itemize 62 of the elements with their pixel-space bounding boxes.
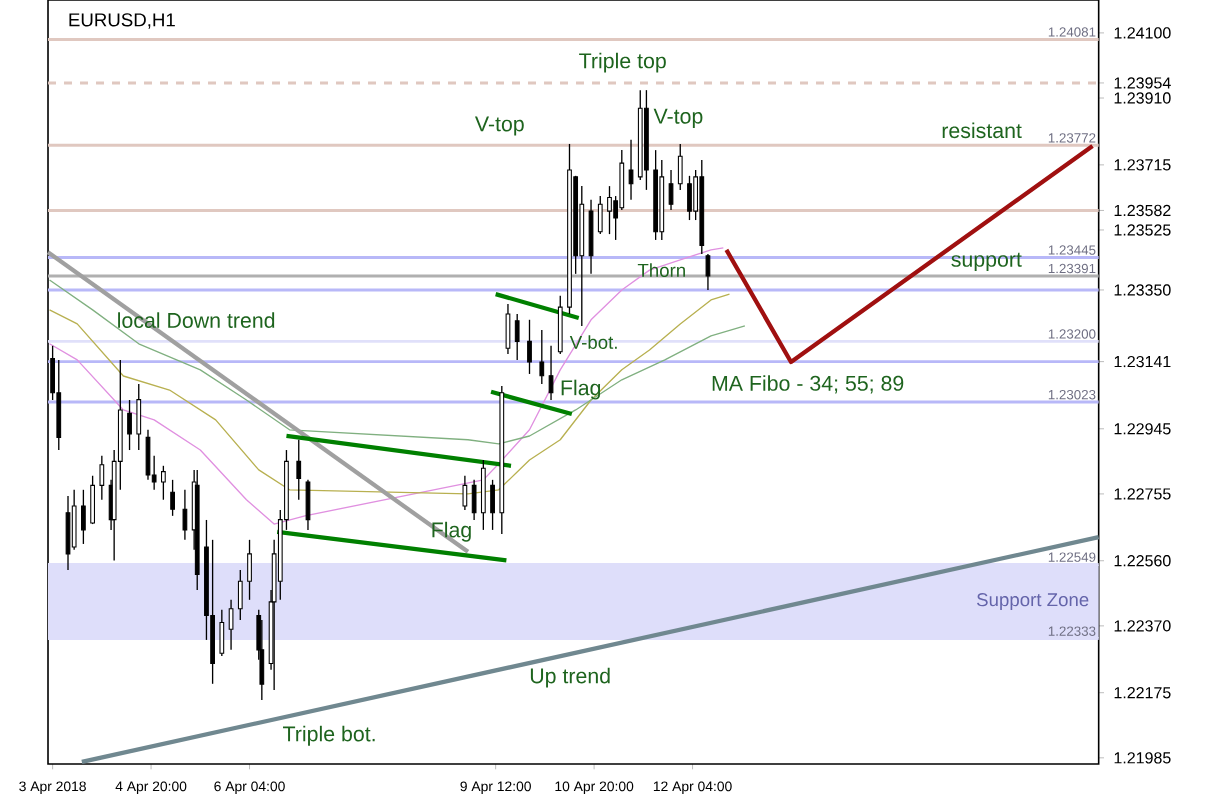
y-tick-label: 1.23350 <box>1114 284 1171 296</box>
y-tick-label: 1.21985 <box>1114 752 1171 764</box>
y-tick-label: 1.23910 <box>1114 92 1171 104</box>
line-series <box>48 279 746 445</box>
candlestick <box>628 139 634 201</box>
candlestick <box>505 303 511 355</box>
y-tick-label: 1.22175 <box>1114 687 1171 699</box>
candlestick <box>462 475 468 511</box>
candlestick <box>514 313 520 361</box>
annotation: V-top <box>474 116 524 136</box>
candlestick <box>668 169 674 211</box>
candlestick <box>228 599 234 651</box>
candlestick <box>81 489 86 545</box>
candlestick <box>90 475 95 525</box>
candlestick <box>705 253 711 291</box>
candlestick <box>219 609 225 657</box>
y-tick-label: 1.22560 <box>1114 555 1171 567</box>
annotation: Up trend <box>530 667 610 688</box>
candlestick <box>127 399 132 451</box>
y-tick-label: 1.23141 <box>1114 355 1171 368</box>
annotation: resistant <box>942 122 1022 139</box>
annotation: Flag <box>432 521 471 542</box>
annotation: Triple top <box>579 52 666 73</box>
y-tick-label: 1.23715 <box>1114 159 1171 171</box>
annotation: Triple bot. <box>283 725 375 746</box>
candlestick <box>539 329 545 385</box>
y-tick-label: 1.22755 <box>1114 488 1171 500</box>
candlestick <box>548 345 554 401</box>
y-tick-label: 1.23525 <box>1114 224 1171 236</box>
candlestick <box>305 479 311 531</box>
candlestick <box>247 539 252 601</box>
candlestick <box>480 459 486 531</box>
candlestick <box>527 319 532 375</box>
candlestick <box>170 479 175 517</box>
candlestick <box>99 455 105 501</box>
candlestick <box>677 143 683 191</box>
candlestick <box>588 199 594 275</box>
candlestick <box>490 479 495 531</box>
y-tick-label: 1.22370 <box>1114 620 1171 632</box>
candlestick <box>160 465 166 501</box>
candlestick <box>597 195 603 235</box>
candlestick <box>237 569 243 621</box>
annotation: V-top <box>653 108 703 128</box>
band-label: Support Zone <box>976 593 1089 611</box>
candlestick <box>687 175 692 221</box>
candlestick <box>296 439 302 501</box>
annotation: local Down trend <box>118 312 275 328</box>
y-tick-label: 1.23954 <box>1114 77 1171 89</box>
candlestick <box>471 479 477 521</box>
candlestick <box>607 185 612 235</box>
annotation: support <box>951 252 1022 272</box>
y-tick-label: 1.23582 <box>1114 204 1171 217</box>
y-tick-label: 1.24100 <box>1114 27 1171 39</box>
annotation: MA Fibo - 34; 55; 89 <box>712 375 904 394</box>
y-tick-label: 1.22945 <box>1114 423 1171 435</box>
annotation: Thorn <box>637 263 685 277</box>
candlestick <box>182 489 188 541</box>
candlestick <box>136 383 142 451</box>
annotation: V-bot. <box>569 335 617 349</box>
annotation: Flag <box>561 379 601 400</box>
candlestick <box>557 295 563 355</box>
text: EURUSD,H1 <box>69 13 175 29</box>
